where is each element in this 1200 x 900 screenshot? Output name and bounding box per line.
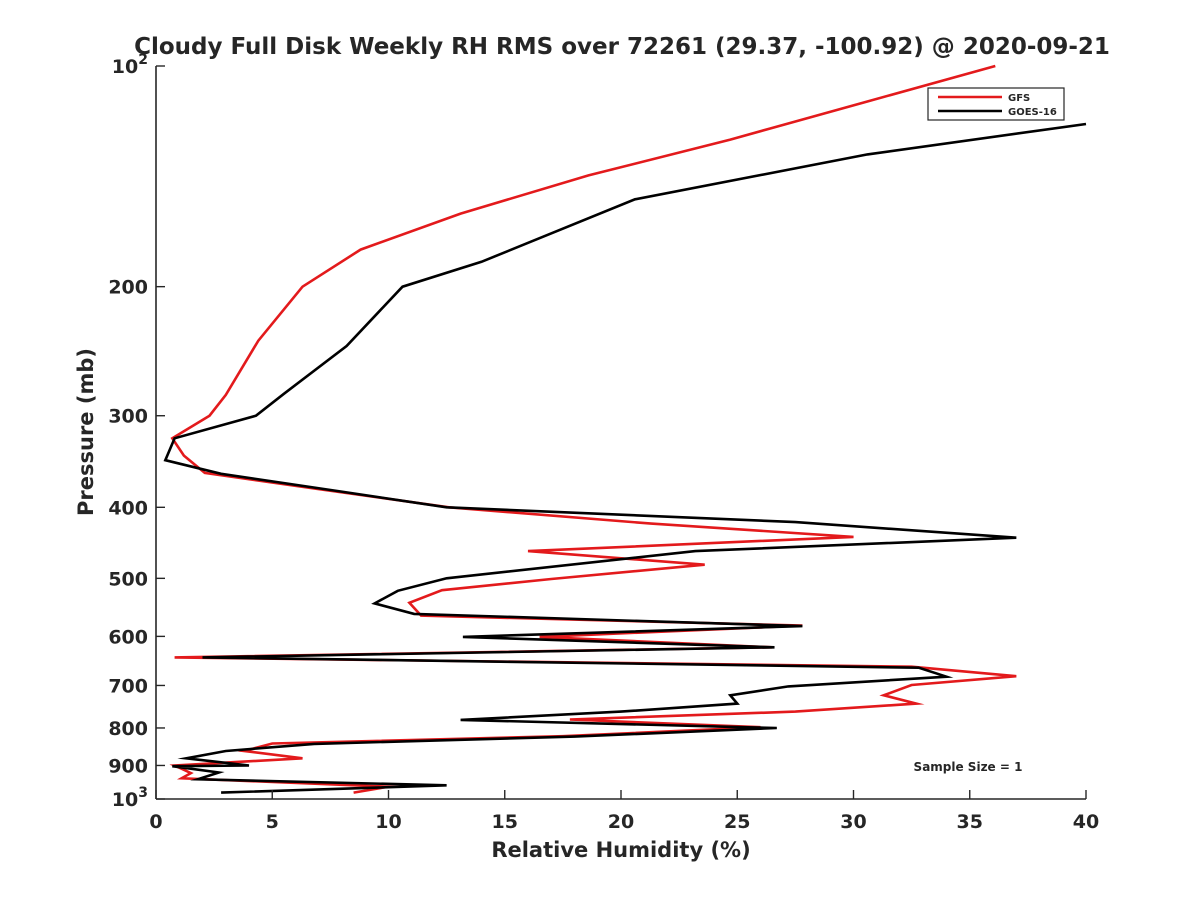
series-line-goes16 xyxy=(163,122,1087,794)
x-tick-label: 20 xyxy=(608,811,634,833)
legend-box xyxy=(927,87,1065,121)
x-tick-label: 25 xyxy=(724,811,750,833)
chart-title: Cloudy Full Disk Weekly RH RMS over 7226… xyxy=(134,34,1110,60)
legend-label-gfs: GFS xyxy=(1008,93,1030,104)
x-ticks: 0 5 10 15 20 25 30 35 40 xyxy=(149,790,1099,833)
y-tick-label: 700 xyxy=(108,675,148,697)
y-tick-label: 103 xyxy=(112,785,148,811)
x-tick-label: 10 xyxy=(375,811,401,833)
x-tick-label: 30 xyxy=(840,811,866,833)
y-tick-label: 800 xyxy=(108,718,148,740)
series-line-gfs xyxy=(169,64,1017,794)
x-tick-label: 40 xyxy=(1073,811,1099,833)
x-tick-label: 5 xyxy=(266,811,279,833)
y-tick-label: 102 xyxy=(112,52,148,78)
y-tick-label: 200 xyxy=(108,277,148,299)
sample-size-annotation: Sample Size = 1 xyxy=(914,760,1023,774)
legend: GFS GOES-16 xyxy=(927,87,1065,121)
y-tick-label: 500 xyxy=(108,568,148,590)
y-tick-label: 400 xyxy=(108,497,148,519)
y-tick-label: 600 xyxy=(108,626,148,648)
x-tick-label: 0 xyxy=(149,811,162,833)
y-tick-label: 300 xyxy=(108,406,148,428)
y-tick-label: 900 xyxy=(108,755,148,777)
x-tick-label: 35 xyxy=(957,811,983,833)
legend-label-goes16: GOES-16 xyxy=(1008,107,1057,118)
y-ticks: 102 200 300 400 500 600 700 800 900 103 xyxy=(108,52,165,811)
x-axis-label: Relative Humidity (%) xyxy=(491,838,750,862)
x-tick-label: 15 xyxy=(492,811,518,833)
y-axis-label: Pressure (mb) xyxy=(74,348,98,516)
series-layer xyxy=(163,64,1087,794)
plot-area xyxy=(156,66,1086,799)
